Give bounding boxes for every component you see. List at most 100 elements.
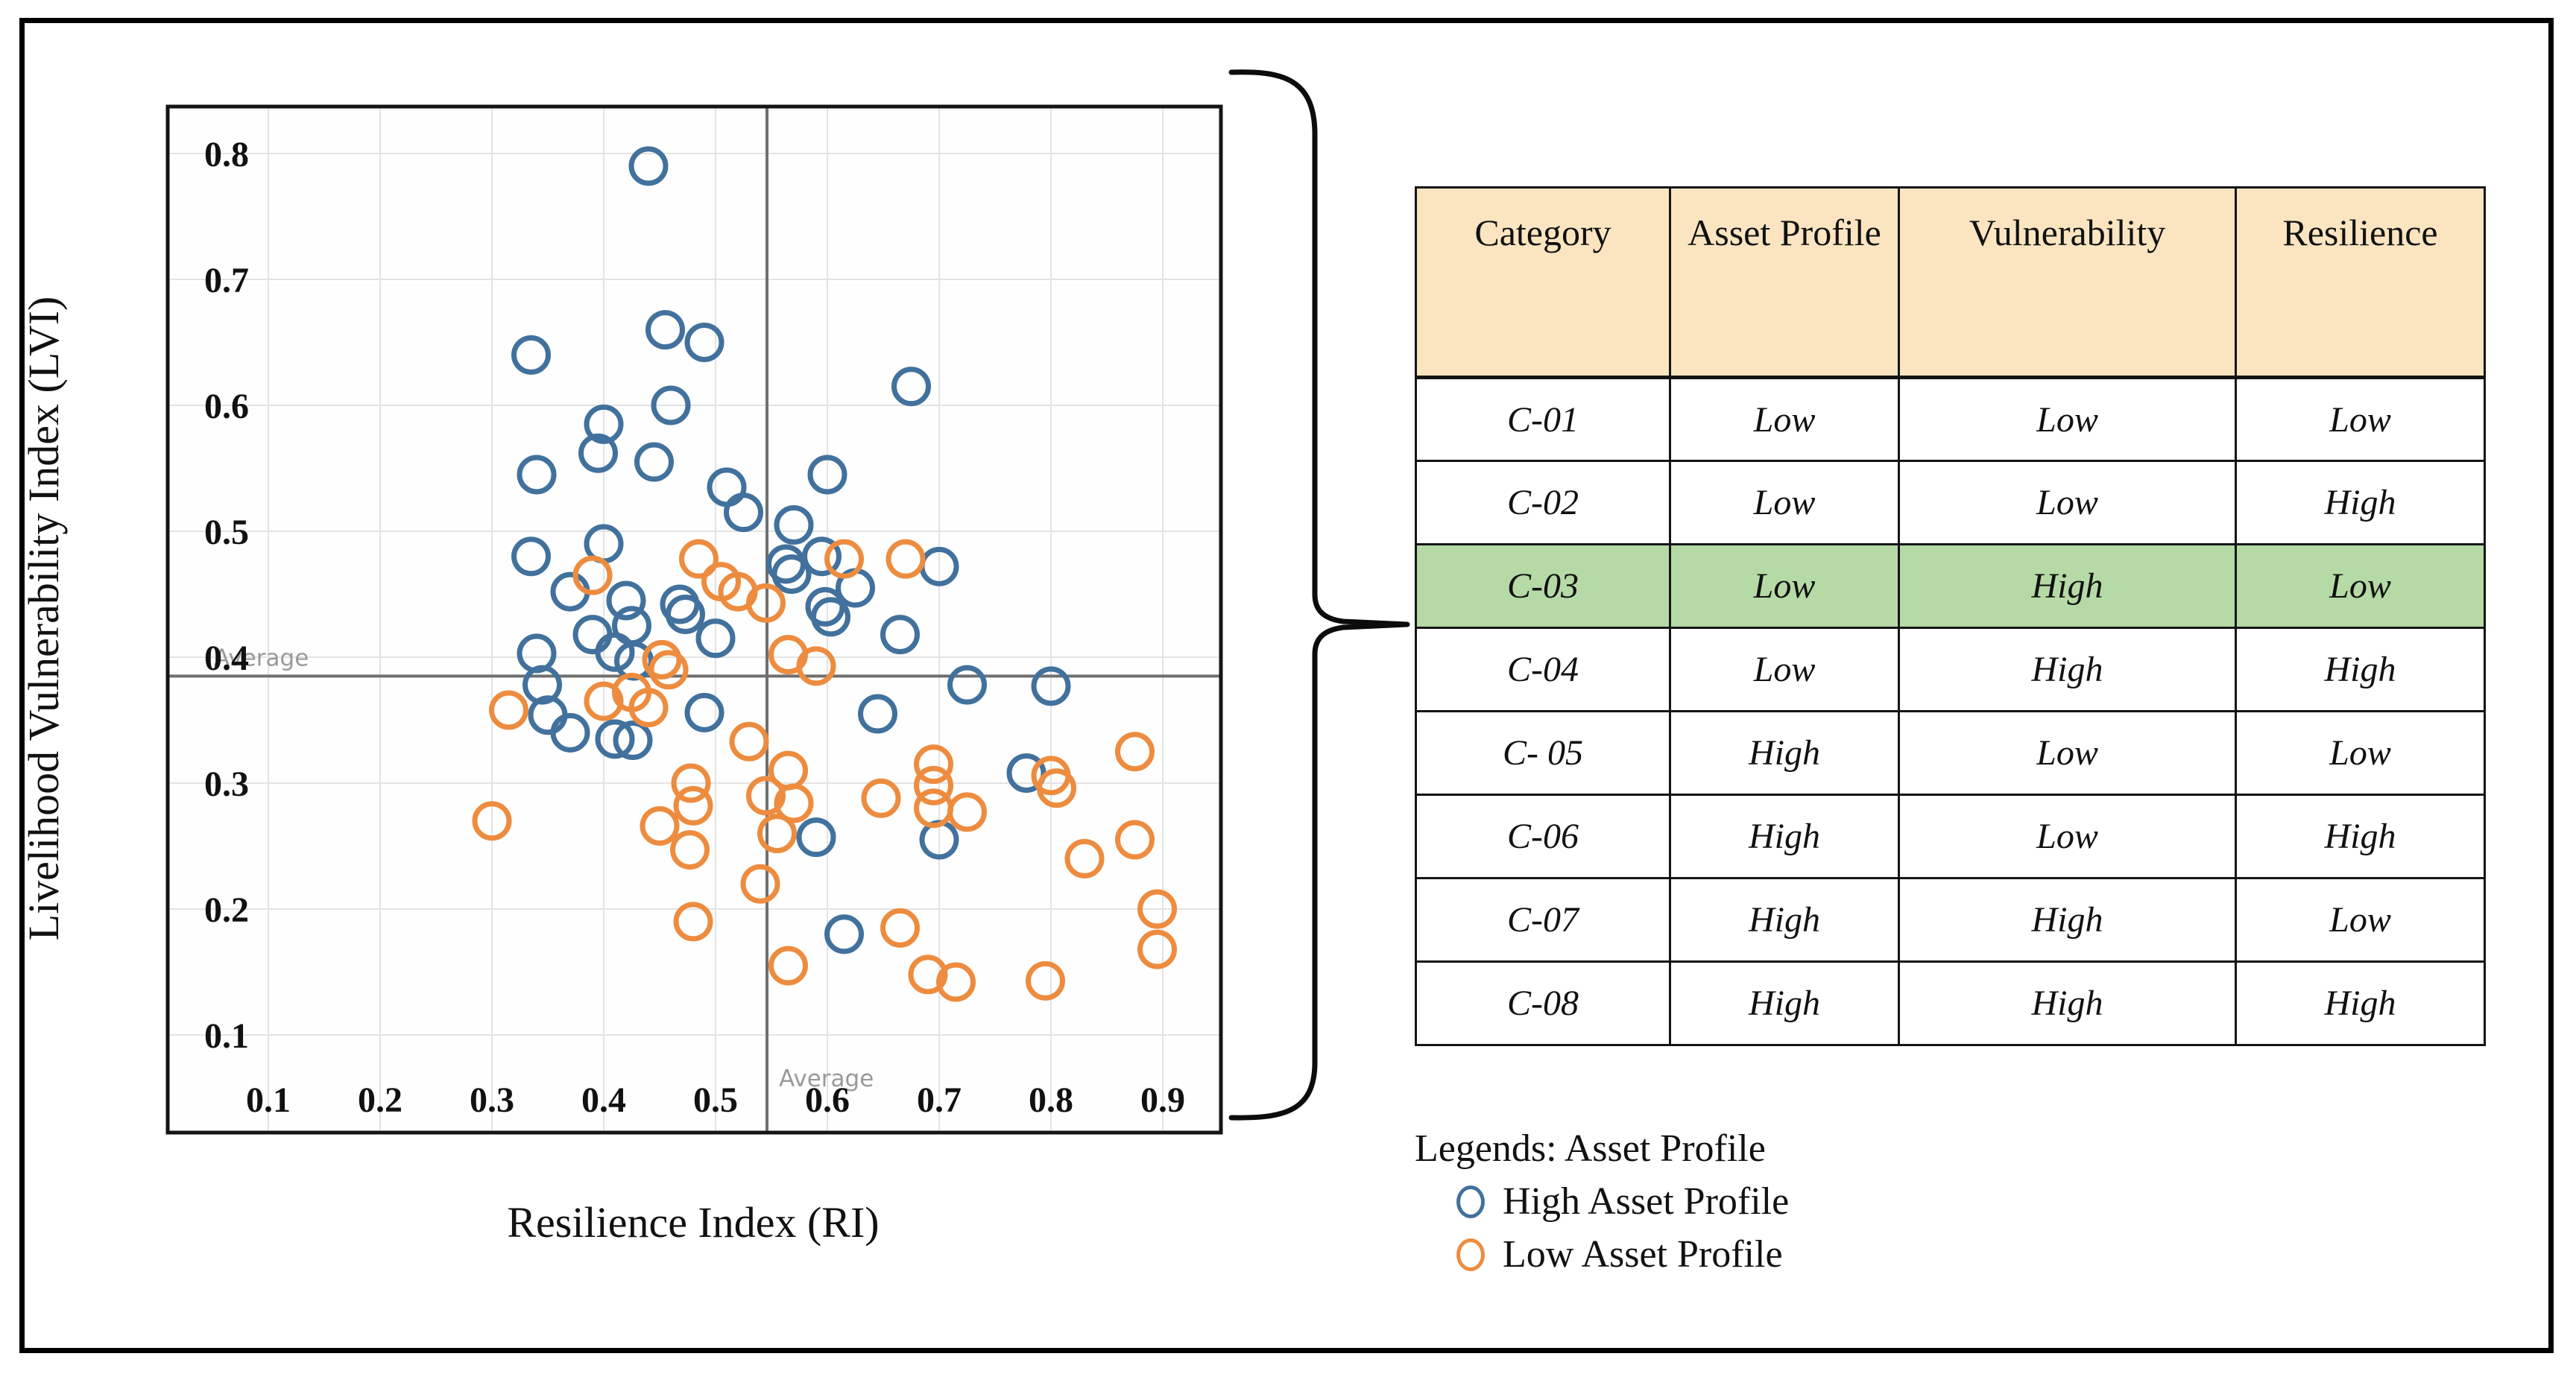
cell-resilience: High	[2235, 960, 2486, 1046]
scatter-point-low-asset	[1037, 768, 1076, 808]
x-tick-label: 0.1	[246, 1080, 291, 1120]
scatter-point-low-asset	[746, 776, 786, 816]
scatter-point-high-asset	[606, 580, 646, 621]
scatter-point-high-asset	[796, 817, 836, 858]
y-tick-label: 0.5	[204, 513, 249, 552]
axis-tick-labels: 0.1 0.2 0.3 0.4 0.5 0.6 0.7 0.8 0.9 0.1 0.2 0.3 0.4 0…	[204, 135, 1185, 1120]
scatter-point-low-asset	[572, 555, 613, 595]
high-asset-circle-icon	[1456, 1185, 1485, 1218]
cell-asset-profile: High	[1669, 794, 1900, 879]
cell-category: C-02	[1415, 460, 1671, 545]
x-tick-label: 0.8	[1029, 1080, 1073, 1120]
scatter-point-low-asset	[757, 814, 797, 854]
x-tick-label: 0.2	[358, 1080, 402, 1120]
scatter-point-low-asset	[628, 688, 669, 728]
cell-resilience: High	[2235, 627, 2486, 712]
scatter-point-high-asset	[1006, 753, 1046, 793]
scatter-point-high-asset	[523, 665, 562, 705]
table-row: C-04 Low High High	[1415, 627, 2486, 712]
cell-category: C-07	[1415, 877, 1671, 963]
y-tick-label: 0.4	[204, 639, 249, 678]
col-header-asset-profile: Asset Profile	[1669, 186, 1900, 379]
cell-resilience: Low	[2235, 376, 2486, 462]
scatter-point-low-asset	[936, 962, 976, 1002]
legend-item-high: High Asset Profile	[1456, 1180, 1789, 1223]
cell-vulnerability: Low	[1898, 460, 2237, 545]
col-header-resilience: Resilience	[2235, 186, 2486, 379]
x-tick-label: 0.5	[693, 1080, 738, 1120]
cell-resilience: High	[2235, 794, 2486, 879]
cell-category: C-01	[1415, 376, 1671, 462]
x-tick-label: 0.4	[581, 1080, 626, 1120]
legend-item-low: Low Asset Profile	[1456, 1232, 1789, 1276]
scatter-point-low-asset	[740, 864, 780, 904]
scatter-point-low-asset	[648, 650, 689, 690]
scatter-point-low-asset	[671, 763, 711, 803]
table-row: C- 05 High Low Low	[1415, 710, 2486, 796]
scatter-point-high-asset	[550, 712, 590, 753]
cell-resilience: Low	[2235, 877, 2486, 963]
cell-asset-profile: Low	[1669, 543, 1900, 629]
scatter-point-low-asset	[914, 765, 953, 805]
scatter-point-high-asset	[613, 721, 653, 761]
scatter-point-low-asset	[670, 830, 710, 870]
cell-resilience: High	[2235, 460, 2486, 545]
scatter-point-low-asset	[796, 646, 836, 686]
scatter-point-low-asset	[1137, 889, 1177, 929]
cell-vulnerability: High	[1898, 627, 2237, 712]
cell-vulnerability: High	[1898, 543, 2237, 629]
scatter-point-low-asset	[679, 539, 719, 579]
legend-title: Legends: Asset Profile	[1415, 1127, 1766, 1170]
scatter-point-high-asset	[578, 433, 618, 473]
cell-asset-profile: Low	[1669, 376, 1900, 462]
y-tick-label: 0.2	[204, 890, 249, 930]
y-tick-label: 0.8	[204, 135, 249, 174]
scatter-point-high-asset	[517, 455, 557, 495]
scatter-point-low-asset	[824, 539, 864, 579]
scatter-points	[472, 146, 1177, 1002]
legend-item-label: Low Asset Profile	[1503, 1233, 1783, 1276]
scatter-point-high-asset	[880, 615, 920, 655]
scatter-point-high-asset	[511, 536, 551, 577]
x-tick-label: 0.6	[805, 1080, 850, 1120]
x-tick-label: 0.3	[470, 1080, 514, 1120]
scatter-point-high-asset	[695, 618, 736, 659]
scatter-point-low-asset	[1115, 820, 1155, 860]
x-axis-title: Resilience Index (RI)	[507, 1198, 879, 1247]
scatter-point-high-asset	[684, 323, 724, 362]
scatter-point-high-asset	[595, 719, 635, 759]
x-tick-label: 0.7	[917, 1080, 962, 1120]
scatter-point-high-asset	[811, 597, 850, 637]
scatter-point-low-asset	[774, 783, 814, 823]
curly-brace	[1228, 69, 1410, 1121]
cell-vulnerability: High	[1898, 877, 2237, 963]
scatter-point-high-asset	[807, 455, 847, 495]
scatter-point-low-asset	[886, 539, 926, 579]
scatter-point-low-asset	[489, 690, 528, 730]
scatter-point-high-asset	[645, 310, 685, 350]
asset-profile-legend: Legends: Asset Profile High Asset Profil…	[1415, 1127, 1789, 1276]
scatter-point-low-asset	[880, 908, 920, 948]
table-row: C-06 High Low High	[1415, 794, 2486, 879]
cell-vulnerability: Low	[1898, 710, 2237, 796]
scatter-point-high-asset	[651, 385, 691, 425]
cell-category: C-06	[1415, 794, 1671, 879]
scatter-point-low-asset	[1115, 732, 1155, 772]
scatter-point-low-asset	[1026, 960, 1065, 1001]
x-tick-label: 0.9	[1140, 1080, 1185, 1120]
scatter-point-high-asset	[595, 632, 635, 672]
scatter-point-high-asset	[947, 665, 987, 705]
table-row: C-02 Low Low High	[1415, 460, 2486, 545]
scatter-point-high-asset	[511, 335, 551, 375]
scatter-point-high-asset	[771, 554, 812, 594]
cell-asset-profile: High	[1669, 710, 1900, 796]
average-label-vertical: Average	[779, 1066, 874, 1092]
scatter-point-high-asset	[1031, 666, 1071, 706]
y-tick-label: 0.7	[204, 261, 249, 300]
scatter-point-low-asset	[584, 681, 624, 721]
scatter-point-high-asset	[634, 442, 674, 482]
scatter-point-high-asset	[824, 914, 864, 954]
cell-resilience: Low	[2235, 543, 2486, 629]
scatter-point-low-asset	[947, 792, 987, 832]
